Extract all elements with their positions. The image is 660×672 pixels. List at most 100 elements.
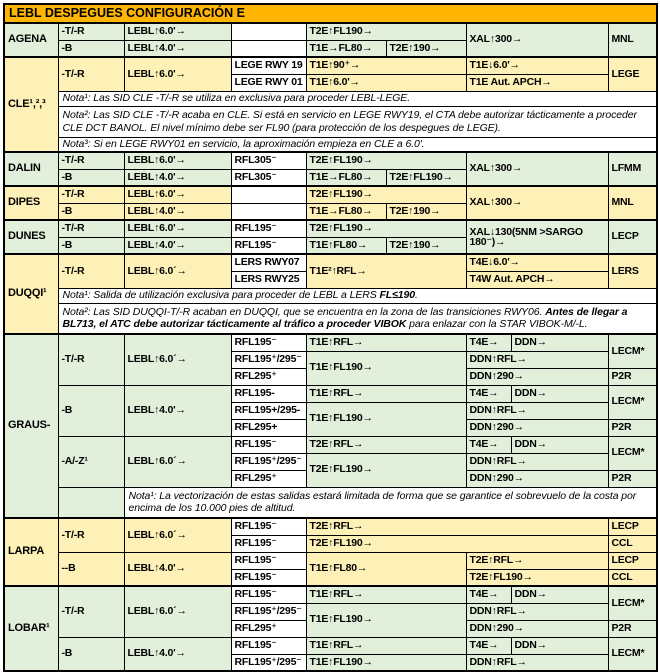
sid-name-dunes: DUNES [3, 219, 59, 255]
note-text-bold: Antes de llegar a BL713, el ATC debe aut… [62, 306, 628, 331]
condition-cell: RFL195⁺/295⁻ [230, 350, 307, 369]
instruction-cell: T1E↑FL80→ [305, 236, 387, 255]
instruction-cell: XAL↑300→ [465, 185, 609, 221]
destination-cell: LECM* [607, 384, 658, 420]
destination-cell: P2R [607, 469, 658, 488]
variant-cell: -B [57, 168, 125, 187]
sid-name-larpa: LARPA [3, 517, 59, 587]
instruction-cell: T1E↑FL190→ [305, 602, 467, 638]
variant-cell: -A/-Z¹ [57, 435, 125, 488]
instruction-cell: T1E↑FL190→ [305, 350, 467, 386]
condition-cell: RFL195⁻ [230, 551, 307, 570]
variant-cell: -T/-R [57, 185, 125, 204]
climb-cell: LEBL↑6.0´→ [123, 517, 232, 553]
destination-cell: LECP [607, 219, 658, 255]
climb-cell: LEBL↑4.0'→ [123, 39, 232, 58]
condition-cell: RFL295+ [230, 418, 307, 437]
instruction-cell: DDN↑RFL→ [465, 401, 609, 420]
climb-cell: LEBL↑4.0'→ [123, 236, 232, 255]
variant-cell: -T/-R [57, 253, 125, 289]
climb-cell: LEBL↑6.0'→ [123, 22, 232, 41]
variant-cell: -B [57, 236, 125, 255]
instruction-cell: T2E↑RFL→ [305, 435, 467, 454]
climb-cell: LEBL↑4.0'→ [123, 168, 232, 187]
condition-cell: RFL195⁻ [230, 435, 307, 454]
variant-cell: -B [57, 39, 125, 58]
variant-cell: -T/-R [57, 517, 125, 553]
instruction-cell: T2E↑190→ [385, 39, 467, 58]
condition-cell: RFL305⁻ [230, 168, 307, 187]
destination-cell: LECM* [607, 435, 658, 471]
condition-cell: RFL195⁻ [230, 585, 307, 604]
note-text: . [414, 289, 418, 302]
runway-cell: LERS RWY07 [230, 253, 307, 272]
sid-name-agena: AGENA [3, 22, 59, 58]
instruction-cell: T4E→ [465, 435, 512, 454]
condition-cell: RFL195⁻ [230, 219, 307, 238]
condition-cell: RFL295⁺ [230, 469, 307, 488]
climb-cell: LEBL↑4.0'→ [123, 202, 232, 221]
instruction-cell: T1E→FL80→ [305, 168, 387, 187]
instruction-cell: T1E↑6.0'→ [305, 73, 467, 92]
climb-cell: LEBL↑6.0'→ [123, 151, 232, 170]
instruction-cell: T1E↑FL80→ [305, 551, 467, 587]
instruction-cell: T2E↑FL190→ [305, 185, 467, 204]
condition-cell: RFL195⁻ [230, 236, 307, 255]
variant-cell: -B [57, 202, 125, 221]
departures-table: LEBL DESPEGUES CONFIGURACIÓN E AGENA -T/… [3, 3, 659, 672]
note-text: Nota²: Las SID DUQQI-T/-R acaban en DUQQ… [62, 306, 546, 319]
instruction-cell: DDN↑RFL→ [465, 350, 609, 369]
instruction-cell: DDN→ [510, 435, 609, 454]
condition-cell-empty [230, 185, 307, 204]
instruction-cell: XAL↓130(5NM >SARGO 180⁻)→ [465, 219, 609, 255]
instruction-cell: DDN↑RFL→ [465, 653, 609, 672]
instruction-cell: T2E↑RFL→ [465, 551, 609, 570]
instruction-cell: T1E↑FL190→ [305, 653, 467, 672]
climb-cell: LEBL↑6.0´→ [123, 253, 232, 289]
note-text-bold: FL≤190 [379, 289, 415, 302]
instruction-cell: DDN→ [510, 384, 609, 403]
condition-cell-empty [230, 22, 307, 41]
condition-cell: RFL195⁺/295⁻ [230, 653, 307, 672]
destination-cell: LFMM [607, 151, 658, 187]
instruction-cell: T2E↑FL190→ [305, 534, 609, 553]
destination-cell: MNL [607, 185, 658, 221]
destination-cell: CCL [607, 568, 658, 587]
instruction-cell: DDN↑290→ [465, 367, 609, 386]
note-cell: Nota²: Las SID DUQQI-T/-R acaban en DUQQ… [57, 302, 658, 335]
destination-cell: LECM* [607, 333, 658, 369]
destination-cell: LECP [607, 551, 658, 570]
instruction-cell: DDN→ [510, 333, 609, 352]
instruction-cell: T1E→FL80→ [305, 39, 387, 58]
instruction-cell: T1E²↑RFL→ [305, 253, 467, 289]
instruction-cell: DDN↑RFL→ [465, 452, 609, 471]
climb-cell: LEBL↑6.0´→ [123, 435, 232, 488]
instruction-cell: T2E↑190→ [385, 202, 467, 221]
note-text: Nota¹: Salida de utilización exclusiva p… [62, 289, 380, 302]
instruction-cell: T4E→ [465, 333, 512, 352]
climb-cell: LEBL↑6.0'→ [123, 56, 232, 92]
instruction-cell: T1E Aut. APCH→ [465, 73, 609, 92]
destination-cell: P2R [607, 418, 658, 437]
instruction-cell: T1E↓6.0'→ [465, 56, 609, 75]
condition-cell: RFL195⁻ [230, 636, 307, 655]
condition-cell-empty [230, 39, 307, 58]
runway-cell: LEGE RWY 19 [230, 56, 307, 75]
runway-cell: LEGE RWY 01 [230, 73, 307, 92]
instruction-cell: DDN→ [510, 636, 609, 655]
instruction-cell: T1E↑RFL→ [305, 585, 467, 604]
instruction-cell: T1E↑RFL→ [305, 384, 467, 403]
variant-cell: -T/-R [57, 219, 125, 238]
instruction-cell: T4E↓6.0'→ [465, 253, 609, 272]
runway-cell: LERS RWY25 [230, 270, 307, 289]
variant-cell: -B [57, 636, 125, 672]
variant-cell: -T/-R [57, 585, 125, 638]
note-cell: Nota³: Si en LEGE RWY01 en servicio, la … [57, 136, 658, 153]
destination-cell: LERS [607, 253, 658, 289]
instruction-cell: T2E↑FL190→ [305, 22, 467, 41]
condition-cell: RFL195⁺/295⁻ [230, 602, 307, 621]
instruction-cell: T4E→ [465, 636, 512, 655]
instruction-cell: T2E↑FL190→ [305, 452, 467, 488]
variant-cell: --B [57, 551, 125, 587]
note-text: para enlazar con la STAR VIBOK-M/-L. [406, 318, 588, 331]
